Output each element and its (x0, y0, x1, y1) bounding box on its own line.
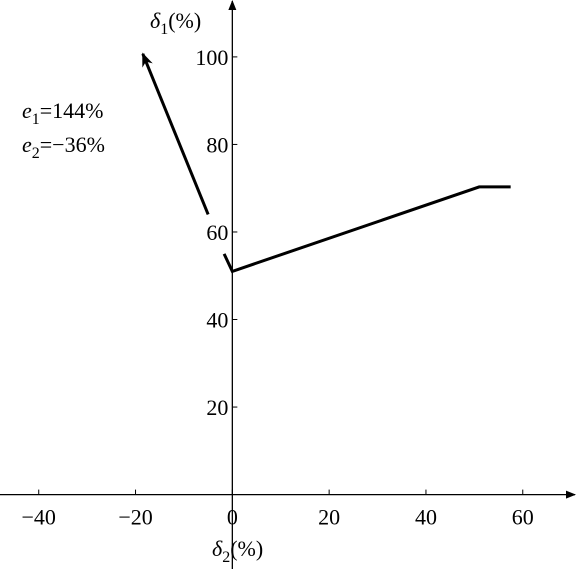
text-part: 2 (222, 549, 230, 566)
x-tick-label: 40 (415, 505, 437, 530)
text-part: =−36% (40, 132, 105, 157)
x-tick-label: −20 (118, 505, 152, 530)
text-part: 2 (32, 145, 40, 162)
data-line (222, 185, 511, 274)
y-tick-label: 60 (206, 220, 228, 245)
x-tick-label: 20 (318, 505, 340, 530)
text-part: δ (150, 8, 161, 33)
text-part: 1 (32, 111, 40, 128)
text-part: e (22, 132, 32, 157)
y-axis-label: δ1(%) (150, 8, 201, 38)
y-tick-label: 80 (206, 132, 228, 157)
trend-arrow (141, 52, 210, 216)
y-tick-label: 100 (195, 45, 228, 70)
y-tick-label: 20 (206, 395, 228, 420)
annotation: e1=144% (22, 98, 104, 128)
x-axis-label: δ2(%) (212, 536, 263, 566)
annotation: e2=−36% (22, 132, 105, 162)
x-tick-label: 0 (227, 505, 238, 530)
x-tick-label: 60 (512, 505, 534, 530)
x-tick-label: −40 (22, 505, 56, 530)
y-tick-label: 40 (206, 308, 228, 333)
text-part: 1 (160, 21, 168, 38)
text-part: δ (212, 536, 223, 561)
text-part: (%) (168, 8, 201, 33)
text-part: e (22, 98, 32, 123)
text-part: =144% (40, 98, 104, 123)
text-part: (%) (230, 536, 263, 561)
